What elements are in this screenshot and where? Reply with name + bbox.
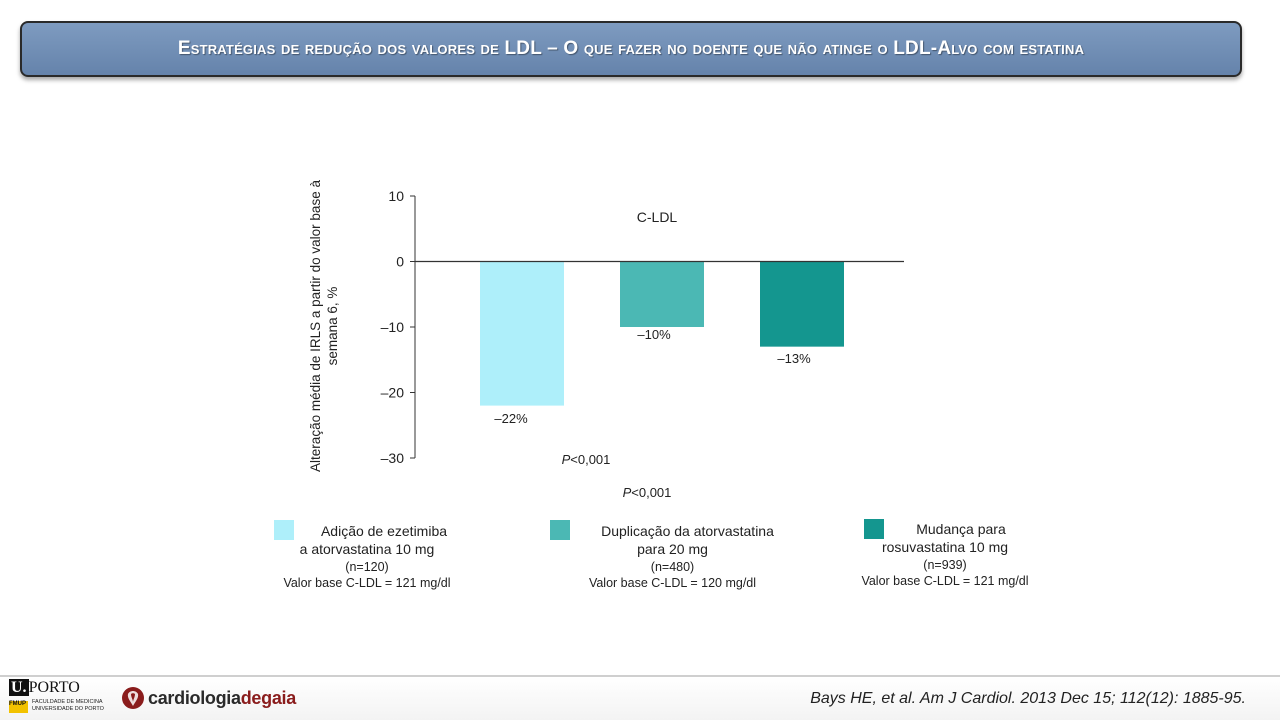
citation: Bays HE, et al. Am J Cardiol. 2013 Dec 1… [810, 690, 1246, 707]
fmup-label: FMUP [9, 701, 26, 707]
footer [0, 677, 1280, 720]
data-label-0: –22% [494, 411, 528, 426]
faculty-text: FACULDADE DE MEDICINA UNIVERSIDADE DO PO… [32, 699, 104, 713]
y-tick-label: 10 [388, 188, 404, 204]
data-label-2: –13% [777, 351, 811, 366]
cardiologia-gaia-logo: cardiologiadegaia [121, 684, 296, 712]
slide-title: Estratégias de redução dos valores de LD… [177, 38, 1085, 59]
uporto-name: PORTO [28, 679, 80, 696]
uporto-logo: U. PORTO FMUP FACULDADE DE MEDICINA UNIVE… [9, 679, 119, 717]
y-tick-label: –20 [381, 385, 405, 401]
data-label-1: –10% [637, 327, 671, 342]
fmup-badge [9, 701, 28, 713]
brand-accent: degaia [240, 687, 297, 708]
legend-item-duplicacao: Duplicação da atorvastatina para 20 mg (… [560, 523, 785, 590]
legend-base: Valor base C-LDL = 120 mg/dl [588, 576, 757, 590]
brand-name: cardiologiadegaia [148, 688, 296, 709]
footer-divider [0, 675, 1280, 677]
bar-2 [760, 261, 844, 347]
heart-logo-icon [122, 687, 144, 709]
y-tick-label: 0 [396, 254, 404, 270]
significance-label: P<0,001 [562, 452, 611, 467]
legend-base: Valor base C-LDL = 121 mg/dl [283, 576, 451, 590]
uporto-wordmark: U. PORTO [9, 679, 80, 697]
faculty-line1: FACULDADE DE MEDICINA [32, 699, 103, 705]
legend-swatch-ezetimiba [274, 520, 294, 540]
legend-item-ezetimiba: Adição de ezetimiba a atorvastatina 10 m… [262, 523, 472, 590]
y-tick-label: –30 [381, 450, 405, 466]
legend-line2: a atorvastatina 10 mg [299, 541, 435, 557]
brand-main: cardiologia [148, 687, 241, 708]
legend-line1: Mudança para [916, 521, 1006, 537]
legend-base: Valor base C-LDL = 121 mg/dl [861, 574, 1029, 588]
bar-0 [480, 261, 564, 406]
legend-line2: para 20 mg [637, 541, 708, 557]
legend-n: (n=120) [345, 560, 389, 574]
legend-swatch-rosuvastatina [864, 519, 884, 539]
legend-n: (n=480) [650, 560, 695, 574]
chart-title: C-LDL [637, 209, 678, 225]
legend-line2: rosuvastatina 10 mg [881, 539, 1009, 555]
legend-line1: Duplicação da atorvastatina [601, 523, 774, 539]
legend-line1: Adição de ezetimiba [320, 523, 448, 539]
legend-item-rosuvastatina: Mudança para rosuvastatina 10 mg (n=939)… [835, 521, 1055, 588]
slide-title-bar: Estratégias de redução dos valores de LD… [20, 21, 1242, 77]
y-axis-label: Alteração média de IRLS a partir do valo… [308, 180, 340, 472]
significance-label: P<0,001 [623, 485, 672, 500]
legend-n: (n=939) [923, 558, 967, 572]
legend-swatch-duplicacao [550, 520, 570, 540]
y-tick-label: –10 [381, 319, 405, 335]
bar-1 [620, 261, 704, 327]
faculty-line2: UNIVERSIDADE DO PORTO [32, 706, 104, 712]
uporto-u: U. [9, 679, 29, 696]
